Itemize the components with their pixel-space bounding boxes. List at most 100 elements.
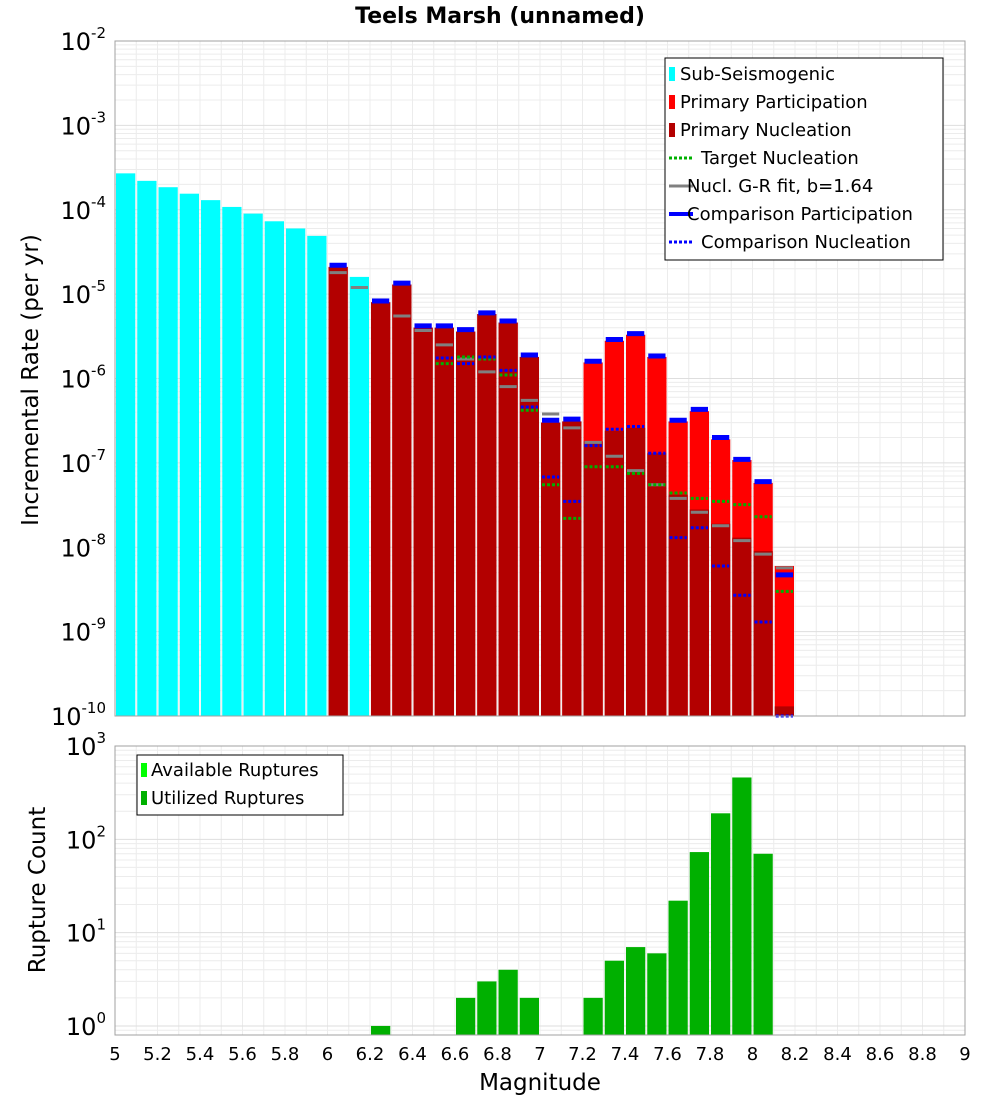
legend-label-primary-nucleation: Primary Nucleation: [680, 120, 852, 141]
sub-seismogenic-bar: [179, 193, 199, 716]
legend-label-utilized-ruptures: Utilized Ruptures: [151, 788, 304, 809]
primary-nucleation-bar: [541, 422, 561, 716]
legend-swatch-sub-seismogenic: [669, 67, 675, 81]
top-y-axis-label: Incremental Rate (per yr): [18, 234, 44, 526]
top-legend-box: [664, 57, 944, 261]
bottom-gridlines: [114, 745, 966, 1036]
primary-nucleation-bar: [583, 441, 603, 716]
x-tick-label: 7.8: [696, 1044, 725, 1065]
primary-nucleation-bar: [604, 430, 624, 716]
legend-label-comparison-nucleation: Comparison Nucleation: [701, 232, 911, 253]
x-tick-label: 6.2: [356, 1044, 385, 1065]
primary-nucleation-bar: [477, 314, 497, 716]
top-line-markers: [329, 262, 793, 718]
x-tick-label: 7.6: [653, 1044, 682, 1065]
bottom-y-axis-label: Rupture Count: [25, 807, 51, 973]
top-y-tick-label: 10-7: [60, 446, 106, 478]
utilized-ruptures-bar: [689, 852, 709, 1035]
x-tick-label: 9: [959, 1044, 970, 1065]
x-tick-label: 7: [534, 1044, 545, 1065]
x-tick-label: 6.4: [398, 1044, 427, 1065]
x-tick-label: 8.2: [781, 1044, 810, 1065]
primary-nucleation-bar: [456, 331, 476, 716]
bottom-y-tick-labels: 100 101 102 103: [66, 729, 106, 1041]
top-y-tick-label: 10-2: [60, 24, 106, 56]
x-tick-labels: 5 5.2 5.4 5.6 5.8 6 6.2 6.4 6.6 6.8 7 7.2 7.4 7.6 7.8 8…: [109, 1044, 970, 1065]
bottom-plot-area: 100 101 102 103 5 5.2 5.4 5.6 5.8 6 6.2 6.4 6.6 6.8 7…: [25, 729, 971, 1096]
top-y-tick-label: 10-4: [60, 193, 106, 225]
legend-label-available-ruptures: Available Ruptures: [151, 760, 319, 781]
primary-nucleation-bar: [753, 551, 773, 716]
primary-nucleation-bar: [732, 537, 752, 716]
utilized-ruptures-bar: [583, 997, 603, 1035]
utilized-ruptures-bar: [477, 981, 497, 1035]
legend-label-primary-participation: Primary Participation: [680, 92, 868, 113]
top-bars: [116, 173, 794, 717]
bottom-y-tick-label: 103: [66, 729, 106, 761]
sub-seismogenic-bar: [349, 276, 369, 716]
x-tick-label: 5.4: [186, 1044, 215, 1065]
utilized-ruptures-bar: [668, 900, 688, 1035]
x-tick-label: 6: [322, 1044, 333, 1065]
top-y-tick-labels: 10-10 10-9 10-8 10-7 10-6 10-5 10-4 10-3 10-2: [51, 24, 106, 731]
top-y-tick-label: 10-5: [60, 277, 106, 309]
primary-nucleation-bar: [519, 356, 539, 716]
x-tick-label: 5: [109, 1044, 120, 1065]
sub-seismogenic-bar: [158, 187, 178, 716]
legend-label-nucl-g-r-fit-b-1-64: Nucl. G-R fit, b=1.64: [687, 176, 873, 197]
x-tick-label: 6.8: [483, 1044, 512, 1065]
primary-nucleation-bar: [328, 266, 348, 716]
sub-seismogenic-bar: [307, 235, 327, 716]
sub-seismogenic-bar: [243, 213, 263, 717]
x-tick-label: 8.4: [823, 1044, 852, 1065]
x-tick-label: 6.6: [441, 1044, 470, 1065]
utilized-ruptures-bar: [371, 1025, 391, 1035]
utilized-ruptures-bar: [498, 969, 518, 1035]
primary-nucleation-bar: [711, 523, 731, 716]
x-tick-label: 8.8: [908, 1044, 937, 1065]
x-tick-label: 5.8: [271, 1044, 300, 1065]
top-y-tick-label: 10-10: [51, 699, 106, 731]
sub-seismogenic-bar: [116, 173, 136, 716]
bottom-plot-frame: [114, 745, 966, 1036]
utilized-ruptures-bar: [604, 960, 624, 1035]
bottom-bars: [371, 777, 773, 1035]
legend-swatch-utilized-ruptures: [141, 791, 147, 805]
legend-label-sub-seismogenic: Sub-Seismogenic: [680, 64, 835, 85]
sub-seismogenic-bar: [286, 228, 306, 716]
top-y-tick-label: 10-8: [60, 530, 106, 562]
x-tick-label: 7.2: [568, 1044, 597, 1065]
primary-nucleation-bar: [668, 494, 688, 716]
legend-label-target-nucleation: Target Nucleation: [700, 148, 859, 169]
bottom-y-tick-label: 101: [66, 916, 106, 948]
sub-seismogenic-bar: [201, 200, 221, 716]
bottom-y-tick-label: 102: [66, 822, 106, 854]
primary-nucleation-bar: [562, 421, 582, 716]
x-tick-label: 7.4: [611, 1044, 640, 1065]
bottom-y-tick-label: 100: [66, 1009, 106, 1041]
top-y-tick-label: 10-9: [60, 615, 106, 647]
utilized-ruptures-bar: [519, 997, 539, 1035]
top-legend: Sub-Seismogenic Primary Participation Prim…: [664, 57, 944, 261]
x-tick-label: 5.6: [228, 1044, 257, 1065]
primary-participation-bar: [774, 565, 794, 716]
utilized-ruptures-bar: [711, 813, 731, 1035]
top-plot-frame: [114, 40, 966, 717]
bottom-legend-box: [136, 754, 344, 816]
top-y-tick-label: 10-6: [60, 362, 106, 394]
bottom-legend: Available Ruptures Utilized Ruptures: [136, 754, 344, 816]
legend-swatch-primary-participation: [669, 95, 675, 109]
top-plot-area: 10-10 10-9 10-8 10-7 10-6 10-5 10-4 10-3 10-2 In…: [18, 24, 966, 731]
x-tick-label: 5.2: [143, 1044, 172, 1065]
x-tick-label: 8.6: [866, 1044, 895, 1065]
utilized-ruptures-bar: [647, 953, 667, 1035]
primary-nucleation-bar: [774, 706, 794, 716]
primary-nucleation-bar: [626, 427, 646, 716]
primary-nucleation-bar: [413, 327, 433, 716]
legend-swatch-available-ruptures: [141, 763, 147, 777]
legend-swatch-primary-nucleation: [669, 123, 675, 137]
chart-title: Teels Marsh (unnamed): [355, 4, 645, 29]
utilized-ruptures-bar: [732, 777, 752, 1035]
